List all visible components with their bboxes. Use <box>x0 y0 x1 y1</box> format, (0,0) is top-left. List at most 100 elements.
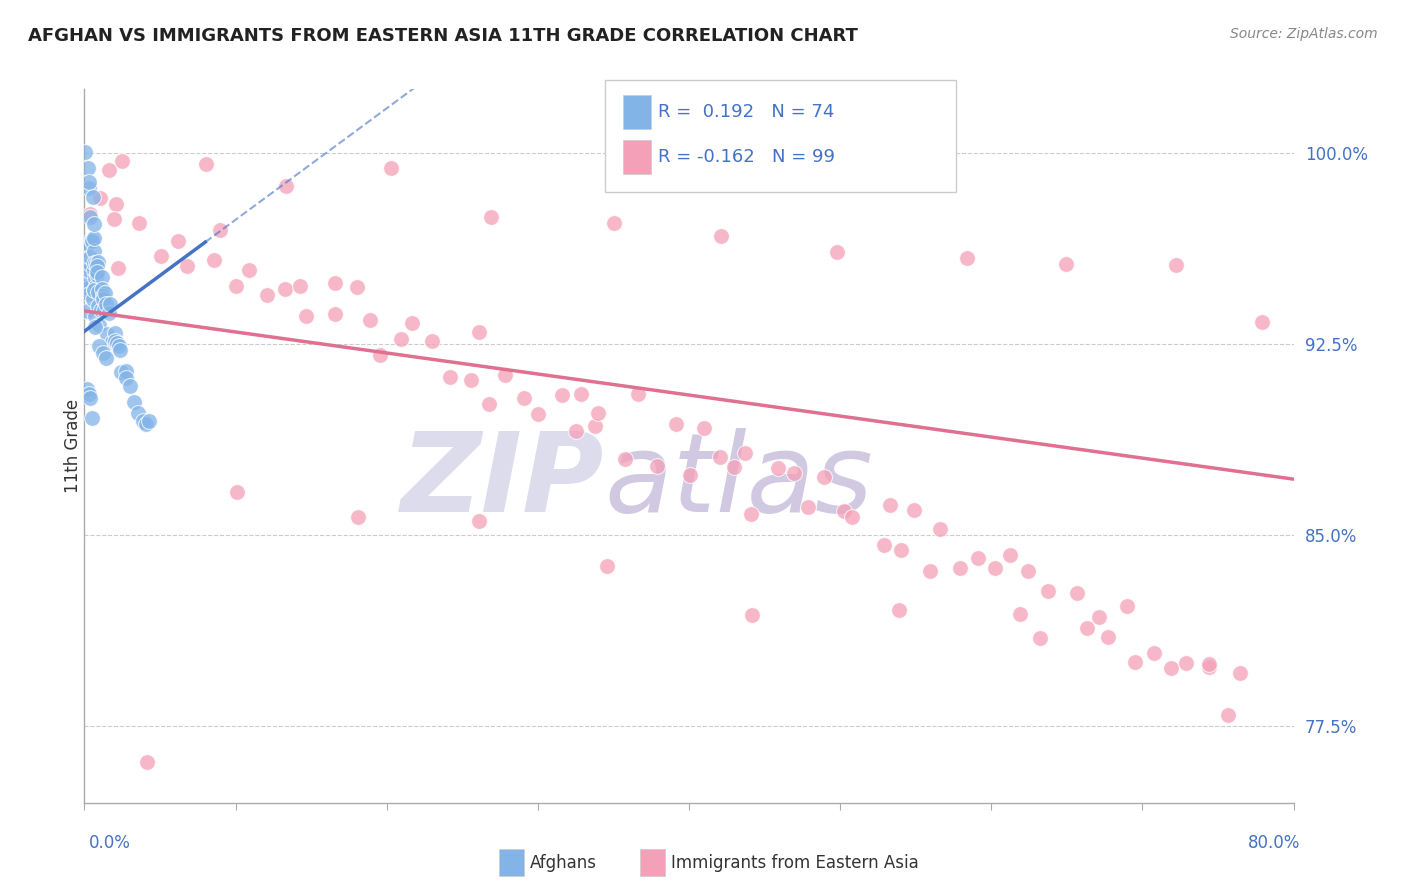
Point <box>107 260 129 275</box>
Point <box>105 336 128 351</box>
Point <box>77 263 100 277</box>
Point <box>983 561 1005 575</box>
Point <box>586 406 609 420</box>
Point <box>565 424 588 438</box>
Point <box>80 411 103 425</box>
Point <box>956 251 979 265</box>
Text: Immigrants from Eastern Asia: Immigrants from Eastern Asia <box>671 854 918 871</box>
Point <box>903 503 925 517</box>
Point <box>122 395 145 409</box>
Point <box>84 256 107 270</box>
Point <box>603 216 626 230</box>
Point <box>111 153 134 168</box>
Point <box>87 285 110 299</box>
Point <box>79 206 101 220</box>
Point <box>1198 660 1220 674</box>
Point <box>98 296 121 310</box>
Point <box>89 191 111 205</box>
Point <box>834 504 856 518</box>
Point <box>288 278 311 293</box>
Point <box>389 332 412 346</box>
Point <box>879 499 901 513</box>
Point <box>1216 708 1239 723</box>
Point <box>827 244 849 259</box>
Point <box>949 561 972 575</box>
Point <box>104 326 127 341</box>
Point <box>813 470 835 484</box>
Point <box>87 255 110 269</box>
Point <box>478 397 501 411</box>
Point <box>920 565 942 579</box>
Point <box>766 461 789 475</box>
Point <box>1166 258 1188 272</box>
Point <box>91 282 114 296</box>
Point <box>83 244 105 259</box>
Point <box>75 145 97 160</box>
Point <box>75 264 97 278</box>
Point <box>225 278 247 293</box>
Point <box>176 259 198 273</box>
Text: atlas: atlas <box>605 428 873 535</box>
Point <box>276 178 298 193</box>
Point <box>195 157 218 171</box>
Point <box>93 292 115 306</box>
Point <box>79 210 101 224</box>
Point <box>97 163 120 178</box>
Point <box>83 270 105 285</box>
Point <box>135 755 157 769</box>
Point <box>75 236 97 251</box>
Point <box>77 161 100 176</box>
Point <box>512 391 534 405</box>
Point <box>238 263 260 277</box>
Point <box>108 343 131 357</box>
Point <box>551 388 574 402</box>
Point <box>1251 315 1274 329</box>
Point <box>401 316 423 330</box>
Point <box>115 371 138 385</box>
Point <box>1097 631 1119 645</box>
Point <box>77 280 100 294</box>
Point <box>679 468 702 483</box>
Point <box>135 417 157 431</box>
Point <box>797 500 820 515</box>
Point <box>79 250 101 264</box>
Point <box>128 216 150 230</box>
Point <box>1066 586 1088 600</box>
Point <box>1143 646 1166 660</box>
Y-axis label: 11th Grade: 11th Grade <box>65 399 82 493</box>
Point <box>75 277 97 291</box>
Point <box>79 176 101 190</box>
Point <box>79 391 101 405</box>
Point <box>709 450 731 464</box>
Point <box>94 285 117 300</box>
Point <box>167 234 190 248</box>
Point <box>1008 607 1031 622</box>
Point <box>740 507 762 521</box>
Point <box>1160 661 1182 675</box>
Point <box>347 509 370 524</box>
Point <box>83 283 105 297</box>
Point <box>596 559 619 574</box>
Text: R = -0.162   N = 99: R = -0.162 N = 99 <box>658 148 835 166</box>
Point <box>274 282 297 296</box>
Point <box>77 236 100 251</box>
Point <box>645 459 668 474</box>
Point <box>627 386 650 401</box>
Point <box>86 265 108 279</box>
Point <box>90 270 112 285</box>
Point <box>208 223 231 237</box>
Point <box>479 210 502 224</box>
Point <box>256 288 278 302</box>
Point <box>149 249 172 263</box>
Point <box>527 407 550 421</box>
Point <box>325 277 347 291</box>
Point <box>87 339 110 353</box>
Point <box>84 320 107 334</box>
Point <box>93 302 115 317</box>
Point <box>100 334 122 349</box>
Point <box>1054 257 1077 271</box>
Point <box>323 307 346 321</box>
Point <box>734 446 756 460</box>
Text: R =  0.192   N = 74: R = 0.192 N = 74 <box>658 103 834 121</box>
Point <box>439 370 461 384</box>
